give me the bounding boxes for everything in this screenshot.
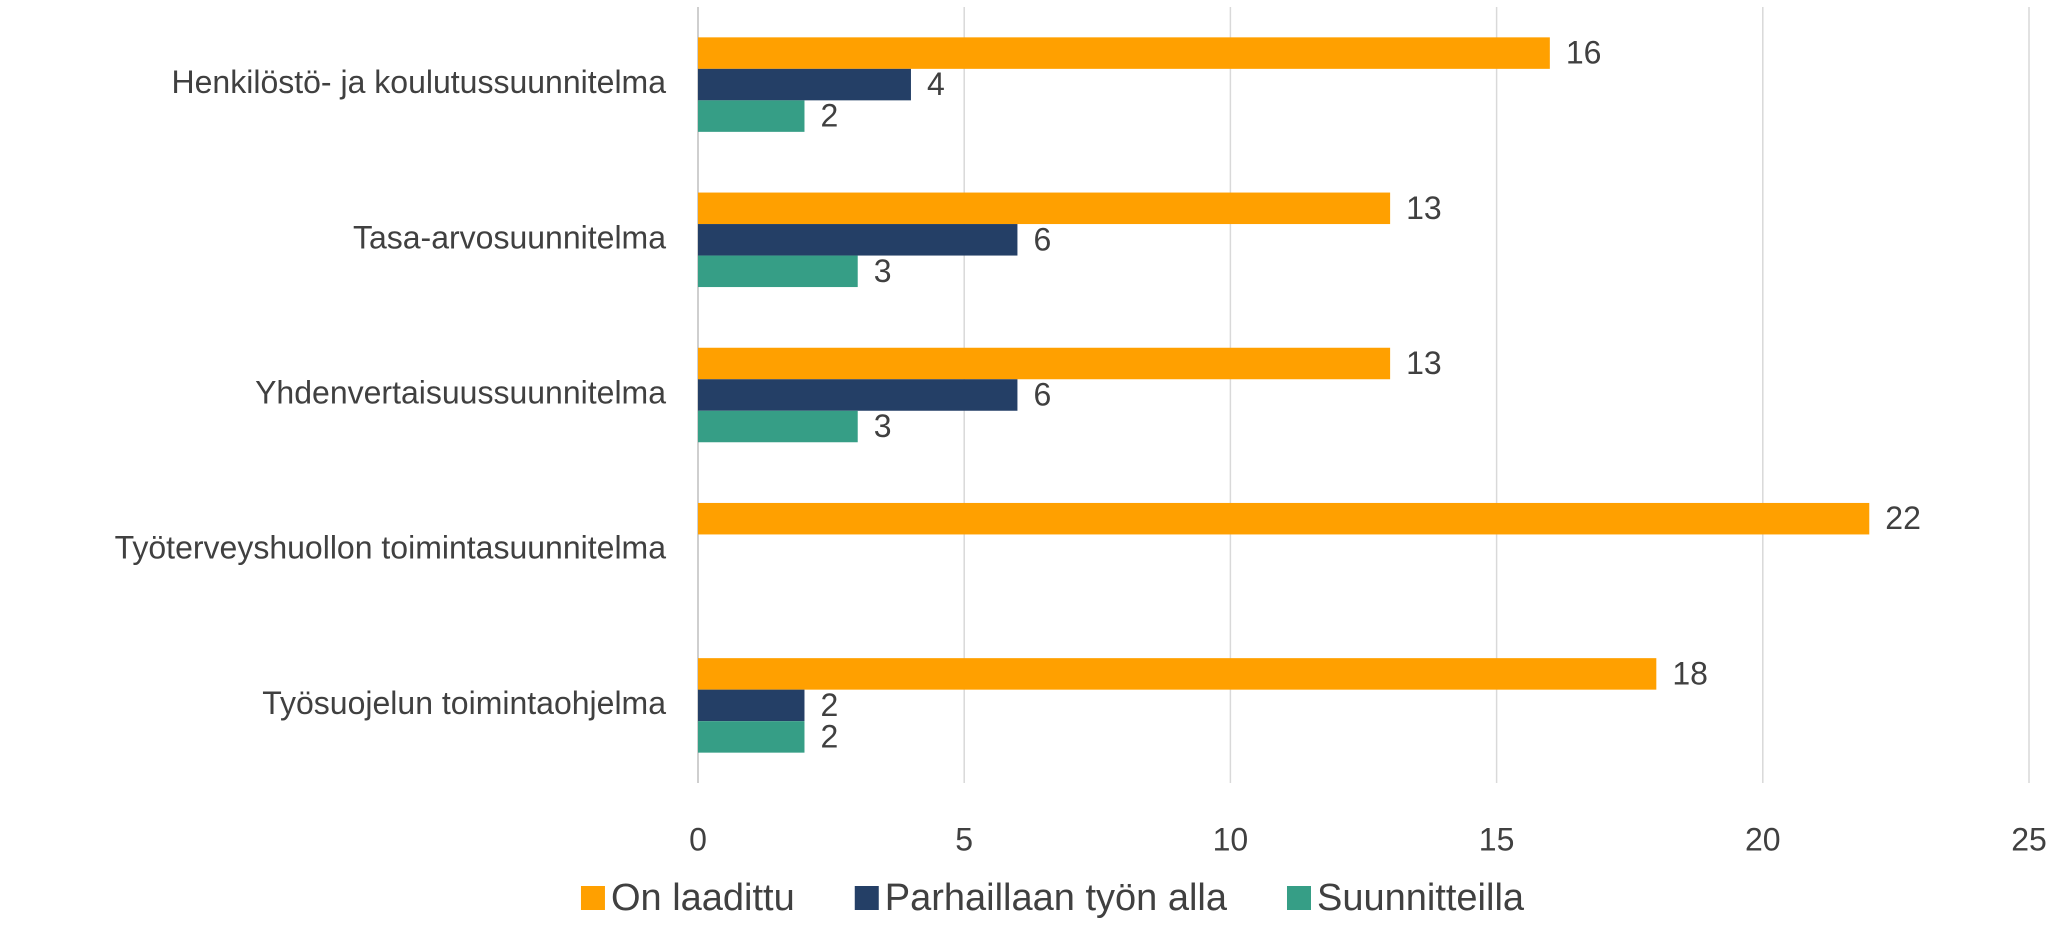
- x-tick-label: 10: [1213, 821, 1249, 857]
- data-label: 2: [820, 98, 838, 134]
- y-tick-label: Yhdenvertaisuussuunnitelma: [255, 374, 666, 410]
- data-label: 4: [927, 66, 945, 102]
- x-tick-label: 25: [2011, 821, 2047, 857]
- data-label: 6: [1033, 376, 1051, 412]
- legend-swatch: [1286, 886, 1311, 910]
- data-label: 16: [1566, 35, 1602, 71]
- data-label: 18: [1672, 655, 1708, 691]
- x-tick-label: 20: [1745, 821, 1781, 857]
- x-tick-label: 0: [689, 821, 707, 857]
- data-label: 2: [820, 718, 838, 754]
- bar: [698, 255, 858, 288]
- legend-label: On laadittu: [611, 877, 795, 919]
- bar: [698, 410, 858, 443]
- bar: [698, 68, 911, 101]
- bar: [698, 224, 1018, 256]
- bar: [698, 658, 1657, 690]
- x-tick-label: 15: [1479, 821, 1515, 857]
- bar: [698, 721, 805, 753]
- bar: [698, 689, 805, 722]
- data-label: 3: [874, 253, 892, 289]
- legend-swatch: [854, 886, 879, 910]
- y-tick-label: Työterveyshuollon toimintasuunnitelma: [115, 530, 667, 566]
- legend-swatch: [580, 886, 605, 910]
- y-tick-label: Tasa-arvosuunnitelma: [353, 219, 666, 255]
- bar: [698, 502, 1870, 535]
- bar: [698, 192, 1391, 225]
- bar: [698, 379, 1018, 411]
- y-tick-label: Henkilöstö- ja koulutussuunnitelma: [172, 64, 667, 100]
- data-label: 6: [1033, 221, 1051, 257]
- x-tick-label: 5: [955, 821, 973, 857]
- bar: [698, 100, 805, 132]
- data-label: 13: [1406, 345, 1442, 381]
- legend-label: Parhaillaan työn alla: [885, 877, 1228, 919]
- data-label: 22: [1885, 500, 1921, 536]
- legend-label: Suunnitteilla: [1317, 877, 1525, 919]
- data-label: 2: [820, 687, 838, 723]
- bar: [698, 37, 1550, 69]
- data-label: 13: [1406, 190, 1442, 226]
- y-tick-label: Työsuojelun toimintaohjelma: [262, 685, 666, 721]
- bar: [698, 347, 1391, 380]
- data-label: 3: [874, 408, 892, 444]
